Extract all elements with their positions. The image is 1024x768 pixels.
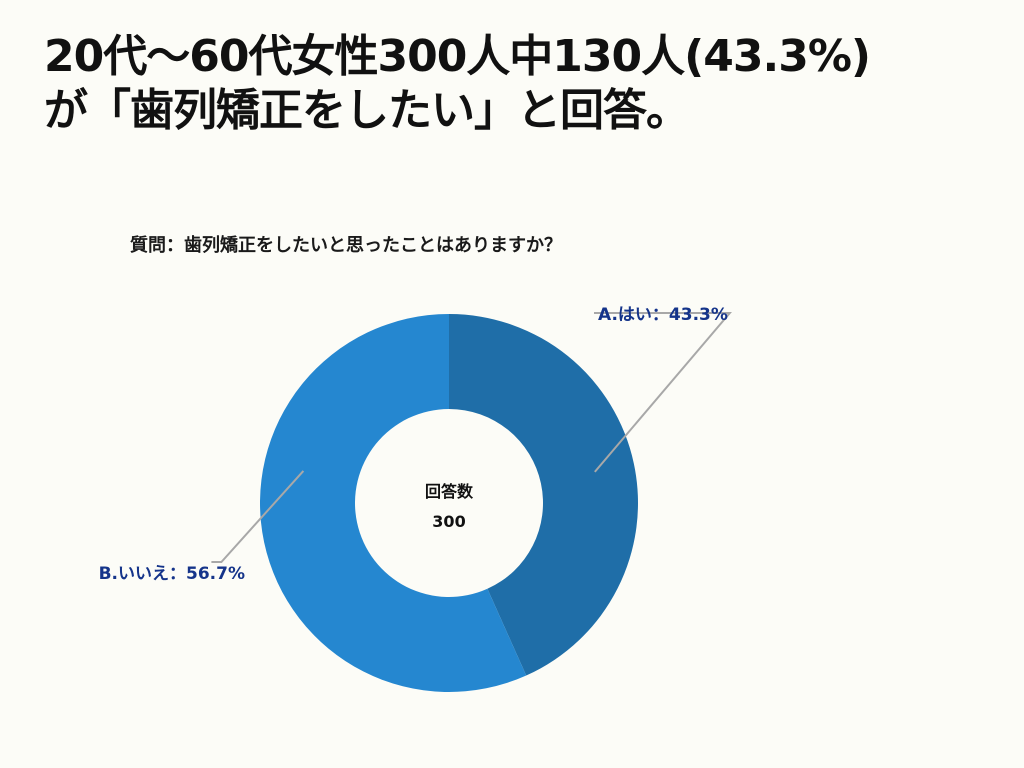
center-value: 300 — [432, 512, 465, 531]
center-label: 回答数 — [425, 482, 474, 501]
leader-line-no — [211, 470, 305, 563]
headline-line-1: 20代〜60代女性300人中130人(43.3%) — [44, 31, 871, 82]
slice-label-yes: A.はい：43.3% — [598, 305, 728, 325]
donut-slice-no — [259, 314, 527, 693]
slice-label-no: B.いいえ：56.7% — [99, 564, 245, 584]
donut-slice-yes — [449, 314, 638, 676]
leader-line-yes — [594, 312, 732, 473]
headline: 20代〜60代女性300人中130人(43.3%) が「歯列矯正をしたい」と回答… — [44, 30, 994, 138]
headline-line-2: が「歯列矯正をしたい」と回答。 — [44, 85, 690, 136]
survey-question: 質問：歯列矯正をしたいと思ったことはありますか？ — [130, 235, 562, 256]
